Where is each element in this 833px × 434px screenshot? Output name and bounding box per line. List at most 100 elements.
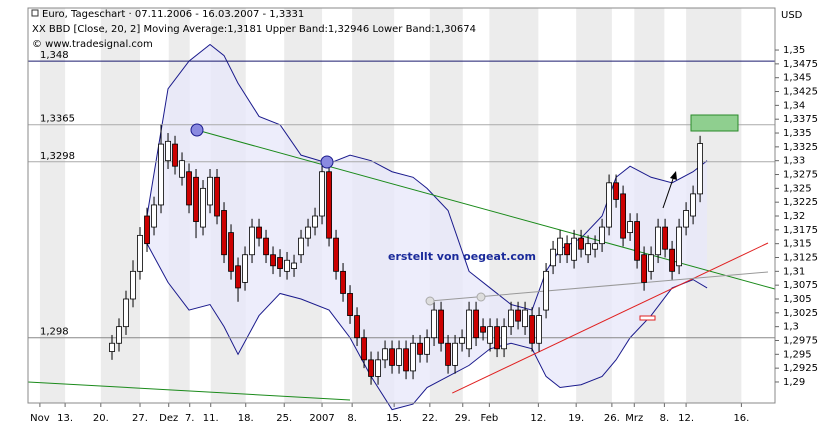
- candle-body: [214, 176, 220, 217]
- y-tick-label: 1,3025: [783, 308, 818, 319]
- candle-body: [305, 226, 311, 239]
- candle-body: [676, 226, 682, 267]
- candle-body: [382, 348, 388, 361]
- x-tick-label: 16.: [733, 413, 749, 424]
- pivot-marker: [320, 155, 334, 169]
- candle-body: [298, 237, 304, 256]
- x-tick-label: 8.: [660, 413, 670, 424]
- marker-box: [639, 315, 656, 321]
- y-tick-label: 1,295: [783, 349, 812, 360]
- level-label: 1,3298: [40, 151, 75, 162]
- y-tick-label: 1,29: [783, 377, 805, 388]
- plot-background: [39, 8, 742, 410]
- x-tick-label: 12.: [530, 413, 546, 424]
- y-tick-label: 1,3375: [783, 114, 818, 125]
- upper-band: [146, 43, 708, 311]
- candle-body: [116, 326, 122, 344]
- x-tick-label: 13.: [57, 413, 73, 424]
- candle-body: [445, 342, 451, 366]
- candle-body: [473, 309, 479, 339]
- candle-body: [340, 270, 346, 294]
- x-tick-label: Mrz: [625, 413, 643, 424]
- x-tick-label: 7.: [185, 413, 195, 424]
- y-tick-label: 1,3125: [783, 253, 818, 264]
- target-box: [690, 114, 739, 132]
- week-stripe: [39, 8, 66, 403]
- candle-body: [431, 309, 437, 339]
- y-tick-label: 1,345: [783, 73, 812, 84]
- y-tick-label: 1,2975: [783, 335, 818, 346]
- candle-body: [508, 309, 514, 328]
- candle-body: [242, 254, 248, 283]
- candle-body: [263, 237, 269, 256]
- source: © www.tradesignal.com: [32, 39, 153, 50]
- candle-body: [557, 237, 563, 256]
- trendline: [429, 271, 769, 302]
- candle-body: [361, 337, 367, 361]
- candle-body: [186, 171, 192, 206]
- x-tick-label: Feb: [481, 413, 499, 424]
- x-tick-label: 29.: [455, 413, 471, 424]
- candle-body: [641, 254, 647, 283]
- candle-body: [151, 204, 157, 228]
- arrow: [662, 175, 675, 209]
- level-label: 1,298: [40, 327, 69, 338]
- candle-body: [389, 348, 395, 366]
- candle-body: [452, 342, 458, 366]
- band-fill: [147, 44, 708, 410]
- candle-body: [613, 182, 619, 200]
- candle-body: [697, 143, 703, 195]
- candle-body: [466, 309, 472, 350]
- annotations: [190, 114, 739, 321]
- candle-body: [277, 257, 283, 269]
- candle-body: [158, 143, 164, 206]
- currency-label: USD: [781, 10, 803, 21]
- candle-body: [494, 326, 500, 350]
- y-tick-label: 1,2925: [783, 363, 818, 374]
- candle-body: [424, 337, 430, 355]
- candle-body: [515, 309, 521, 322]
- candle-body: [599, 226, 605, 245]
- candle-body: [144, 215, 150, 245]
- candle-body: [578, 237, 584, 250]
- x-tick-label: 8.: [347, 413, 357, 424]
- candle-body: [627, 221, 633, 234]
- y-tick-label: 1,3275: [783, 170, 818, 181]
- candle-body: [459, 337, 465, 344]
- x-tick-label: Dez: [159, 413, 178, 424]
- candle-body: [249, 226, 255, 256]
- chart-subtitle: XX BBD [Close, 20, 2] Moving Average:1,3…: [32, 24, 476, 35]
- candle-body: [487, 326, 493, 344]
- y-tick-label: 1,3325: [783, 142, 818, 153]
- trendline: [27, 381, 351, 401]
- x-tick-label: 2007: [309, 413, 334, 424]
- x-tick-label: 27.: [132, 413, 148, 424]
- candle-body: [270, 254, 276, 267]
- x-tick-label: 22.: [422, 413, 438, 424]
- trendline: [452, 242, 769, 394]
- candle-body: [396, 348, 402, 366]
- pivot-marker: [190, 123, 204, 137]
- candle-body: [592, 243, 598, 250]
- candle-body: [669, 248, 675, 272]
- x-tick-label: 19.: [568, 413, 584, 424]
- candle-body: [333, 237, 339, 272]
- candle-body: [354, 315, 360, 339]
- candle-body: [648, 254, 654, 272]
- y-tick-label: 1,3475: [783, 59, 818, 70]
- x-tick-label: 15.: [386, 413, 402, 424]
- y-tick-label: 1,3225: [783, 197, 818, 208]
- week-stripe: [100, 8, 141, 403]
- y-tick-label: 1,325: [783, 183, 812, 194]
- candle-body: [130, 270, 136, 300]
- y-tick-label: 1,315: [783, 239, 812, 250]
- legend-icon: [31, 9, 39, 17]
- candle-body: [662, 226, 668, 250]
- candle-body: [564, 243, 570, 256]
- candle-body: [550, 248, 556, 267]
- candle-body: [207, 176, 213, 206]
- candle-body: [109, 342, 115, 352]
- plot-frame: [27, 7, 776, 404]
- candle-body: [571, 237, 577, 261]
